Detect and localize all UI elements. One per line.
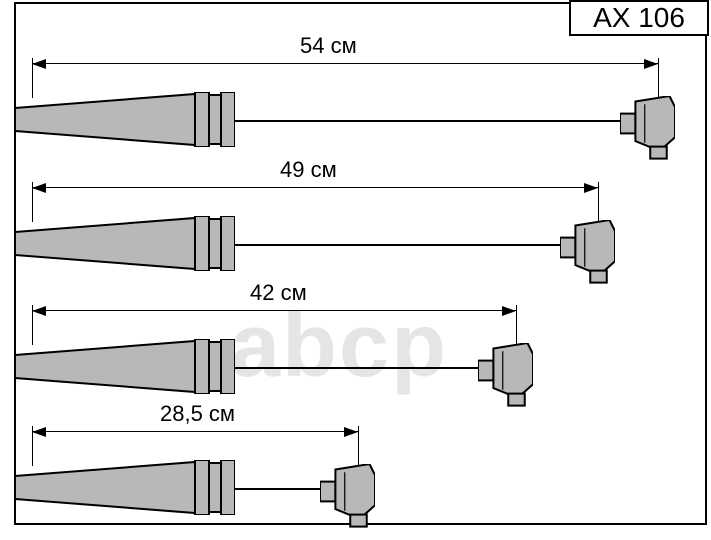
dimension-label: 28,5 см xyxy=(160,401,235,427)
part-number-box: AX 106 xyxy=(569,0,709,36)
cable-wire xyxy=(235,120,620,122)
cable-wire xyxy=(235,244,560,246)
dimension-line xyxy=(32,63,658,64)
spark-plug-boot-icon xyxy=(15,216,235,271)
distributor-connector-icon xyxy=(620,96,675,165)
spark-plug-boot-icon xyxy=(15,339,235,394)
extension-line xyxy=(658,58,659,100)
extension-line xyxy=(516,305,517,347)
dimension-arrow-right-icon xyxy=(344,427,358,437)
distributor-connector-icon xyxy=(560,220,615,289)
cable-wire xyxy=(235,488,320,490)
extension-line xyxy=(598,182,599,224)
distributor-connector-icon xyxy=(320,464,375,533)
dimension-arrow-left-icon xyxy=(32,183,46,193)
dimension-arrow-right-icon xyxy=(502,306,516,316)
dimension-arrow-right-icon xyxy=(584,183,598,193)
dimension-label: 42 см xyxy=(250,280,307,306)
dimension-arrow-right-icon xyxy=(644,59,658,69)
dimension-line xyxy=(32,187,598,188)
dimension-label: 54 см xyxy=(300,33,357,59)
dimension-arrow-left-icon xyxy=(32,306,46,316)
dimension-label: 49 см xyxy=(280,157,337,183)
spark-plug-boot-icon xyxy=(15,92,235,147)
distributor-connector-icon xyxy=(478,343,533,412)
part-number-text: AX 106 xyxy=(593,2,685,33)
extension-line xyxy=(358,426,359,468)
spark-plug-boot-icon xyxy=(15,460,235,515)
dimension-line xyxy=(32,310,516,311)
dimension-arrow-left-icon xyxy=(32,427,46,437)
dimension-line xyxy=(32,431,358,432)
cable-wire xyxy=(235,367,478,369)
dimension-arrow-left-icon xyxy=(32,59,46,69)
